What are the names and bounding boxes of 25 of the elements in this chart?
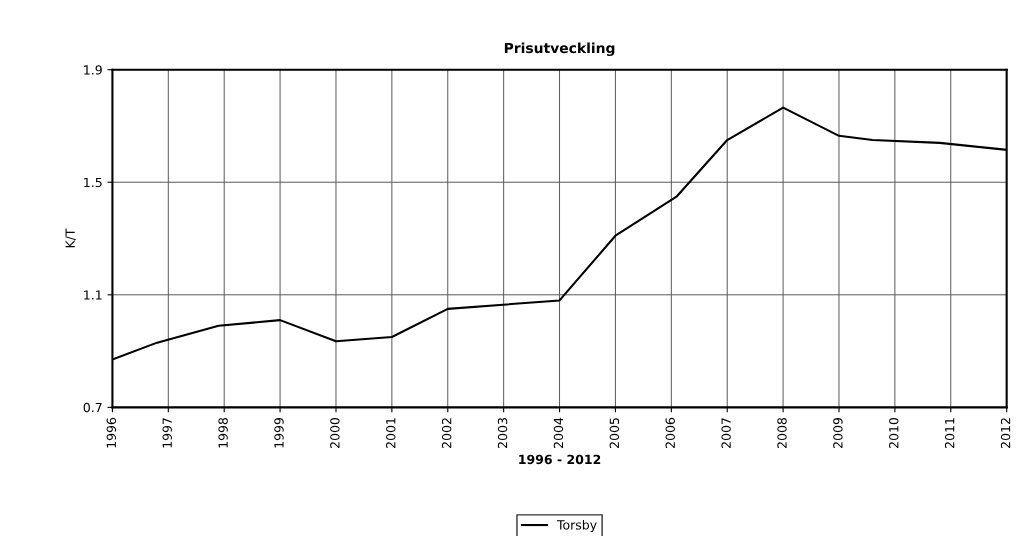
x-tick-label: 2012 (1000, 418, 1011, 448)
y-tick-label: 1.9 (84, 65, 102, 75)
y-tick-label: 0.7 (83, 402, 102, 413)
y-tick-label: 1.1 (84, 290, 102, 300)
x-tick-label: 1996 (106, 417, 117, 448)
y-axis-title: K/T (65, 228, 76, 248)
y-tick-label: 1.5 (84, 177, 102, 188)
x-tick-label: 2010 (889, 417, 899, 448)
x-tick-label: 2001 (386, 418, 396, 448)
x-tick-label: 2003 (497, 418, 508, 448)
x-tick-label: 2009 (833, 417, 843, 448)
x-tick-label: 2000 (330, 417, 340, 448)
x-tick-label: 2002 (441, 418, 452, 448)
x-tick-label: 1998 (218, 417, 228, 448)
x-tick-label: 1997 (162, 418, 172, 448)
x-tick-label: 2008 (777, 417, 787, 448)
x-tick-label: 2006 (665, 417, 675, 448)
legend-label: Torsby (556, 519, 597, 533)
x-tick-label: 2005 (609, 418, 620, 448)
x-tick-label: 2007 (721, 418, 731, 448)
x-tick-label: 2004 (553, 417, 564, 448)
x-tick-label: 2011 (944, 418, 955, 448)
chart-title: Prisutveckling (504, 42, 615, 57)
x-axis-title: 1996 - 2012 (519, 454, 601, 465)
x-tick-label: 1999 (274, 417, 284, 448)
